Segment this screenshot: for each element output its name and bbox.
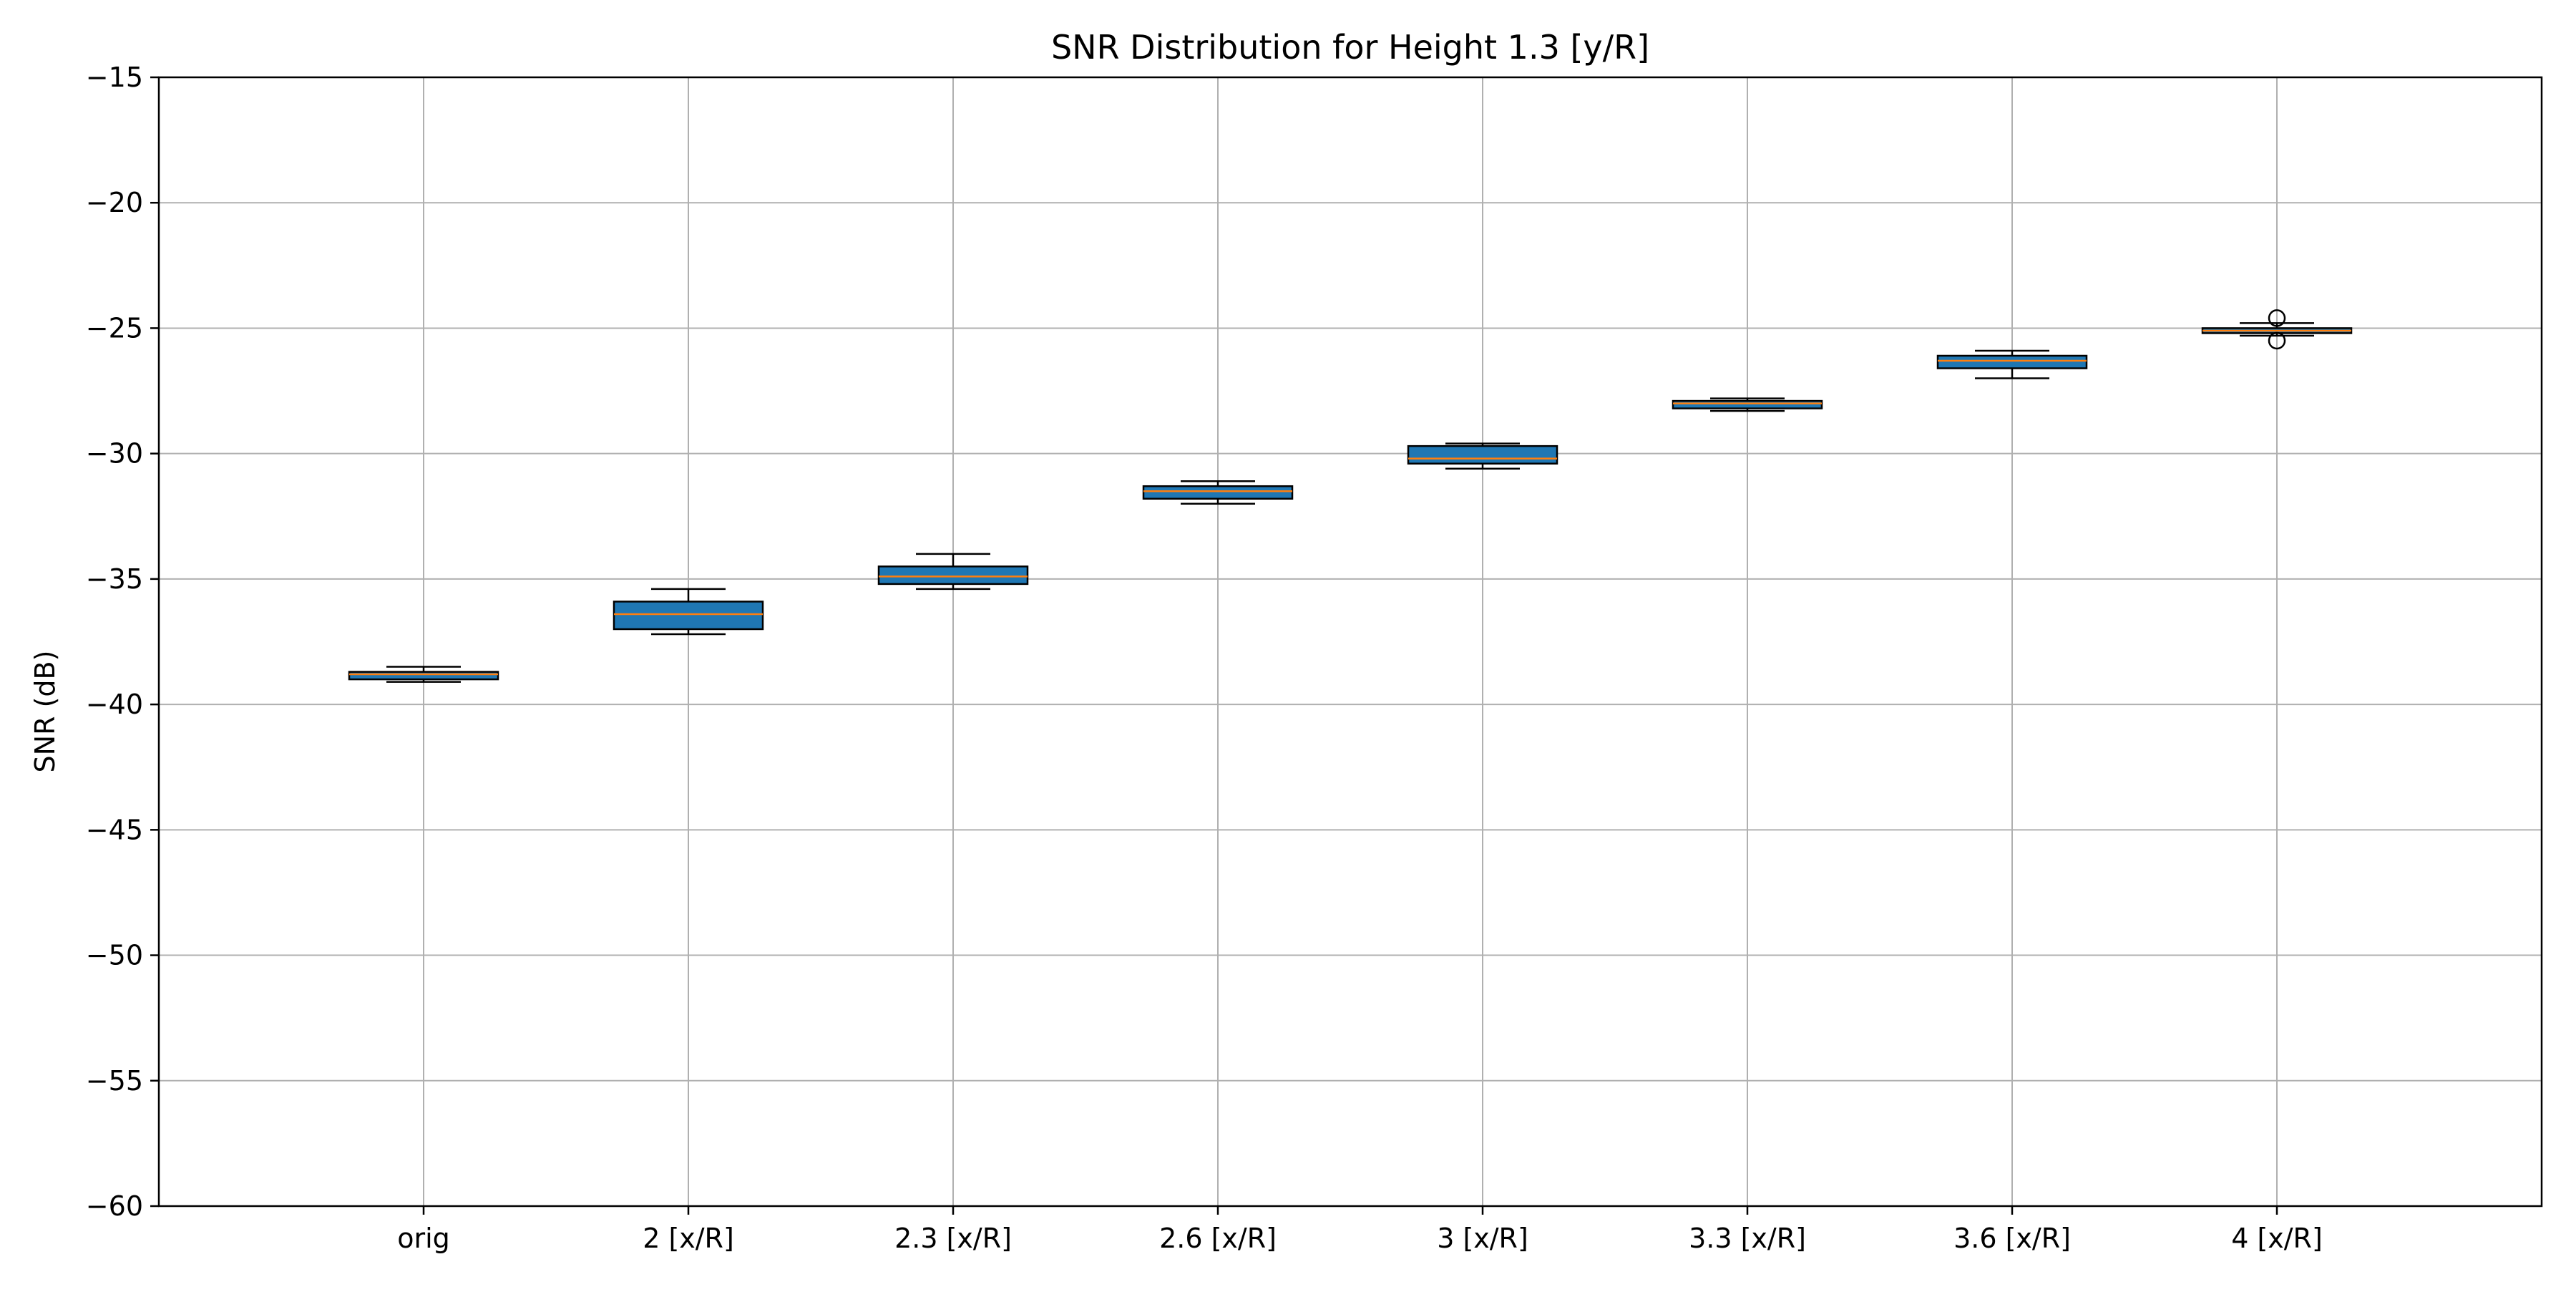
x-tick-label: 2 [x/R] [643, 1223, 734, 1254]
x-tick-label: 3.3 [x/R] [1689, 1223, 1806, 1254]
box-3 [877, 553, 1029, 591]
y-tick-label: −40 [86, 689, 143, 720]
iqr-box [877, 565, 1029, 586]
x-tick-label: 2.3 [x/R] [894, 1223, 1012, 1254]
x-tick-label: 3.6 [x/R] [1953, 1223, 2071, 1254]
y-tick-label: −20 [86, 187, 143, 218]
grid-lines [159, 77, 2542, 1207]
iqr-box [1407, 445, 1558, 465]
box-8 [2201, 309, 2353, 350]
x-tick-label: 3 [x/R] [1437, 1223, 1528, 1254]
y-tick-label: −55 [86, 1065, 143, 1097]
y-tick-label: −45 [86, 814, 143, 845]
y-tick-label: −25 [86, 312, 143, 344]
x-tick-label: orig [397, 1223, 450, 1254]
iqr-box [348, 671, 499, 681]
box-5 [1407, 442, 1558, 470]
box-2 [613, 588, 764, 636]
box-6 [1672, 397, 1823, 412]
outlier-point [2268, 331, 2286, 350]
iqr-box [1936, 354, 2088, 369]
y-tick-label: −30 [86, 438, 143, 470]
y-tick-label: −15 [86, 62, 143, 93]
iqr-box [1672, 399, 1823, 409]
plot-area-frame [157, 76, 2543, 1208]
y-axis-label: SNR (dB) [29, 651, 61, 773]
x-tick-label: 4 [x/R] [2231, 1223, 2323, 1254]
iqr-box [613, 601, 764, 631]
y-tick-label: −35 [86, 563, 143, 595]
y-tick-label: −50 [86, 940, 143, 971]
y-tick-label: −60 [86, 1190, 143, 1222]
chart-title: SNR Distribution for Height 1.3 [y/R] [1051, 28, 1649, 67]
axis-ticks: −15 −20 −25 −30 −35 −40 −45 −50 −55 −60 orig 2 [x/R… [86, 62, 2323, 1254]
outlier-point [2268, 309, 2286, 327]
box-4 [1142, 480, 1294, 505]
x-tick-label: 2.6 [x/R] [1159, 1223, 1277, 1254]
box-series [348, 309, 2353, 683]
box-1 [348, 666, 499, 683]
iqr-box [1142, 485, 1294, 500]
box-7 [1936, 349, 2088, 379]
